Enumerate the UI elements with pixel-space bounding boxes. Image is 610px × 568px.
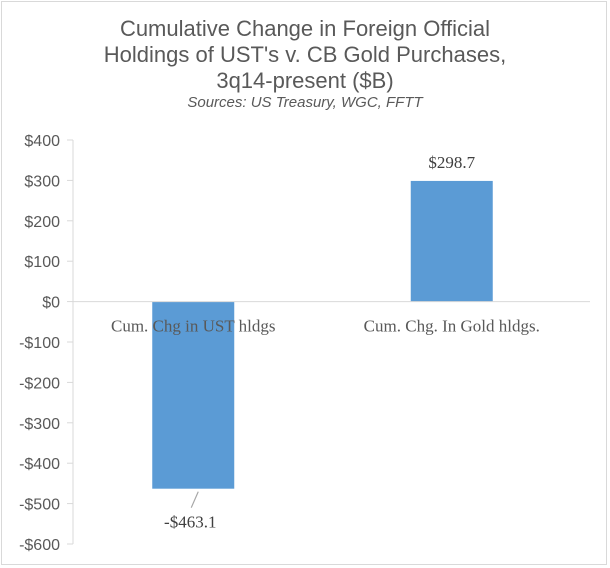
- y-tick-label: $300: [24, 173, 60, 190]
- y-tick-label: $0: [42, 295, 60, 312]
- chart-title-line-1: Cumulative Change in Foreign Official: [119, 16, 491, 41]
- data-label: -$463.1: [164, 513, 216, 532]
- bar-1: [410, 180, 493, 302]
- data-label: $298.7: [428, 153, 475, 172]
- chart-title-line-3: 3q14-present ($B): [216, 68, 394, 93]
- y-tick-label: -$600: [19, 537, 60, 554]
- bar-0: [152, 301, 235, 489]
- y-tick-label: -$100: [19, 335, 60, 352]
- data-label-leader-line: [190, 491, 199, 508]
- chart-subtitle: Sources: US Treasury, WGC, FFTT: [187, 94, 423, 111]
- y-tick-label: -$500: [19, 497, 60, 514]
- y-tick-label: $400: [24, 133, 60, 150]
- chart-title: Cumulative Change in Foreign Official Ho…: [0, 16, 610, 94]
- x-category-label: Cum. Chg. In Gold hldgs.: [364, 317, 540, 336]
- y-tick-label: -$300: [19, 416, 60, 433]
- y-tick-label: $100: [24, 254, 60, 271]
- y-tick-label: -$200: [19, 375, 60, 392]
- chart-title-line-2: Holdings of UST's v. CB Gold Purchases,: [103, 42, 507, 67]
- x-category-label: Cum. Chg in UST hldgs: [111, 317, 276, 336]
- y-tick-label: $200: [24, 214, 60, 231]
- y-tick-label: -$400: [19, 456, 60, 473]
